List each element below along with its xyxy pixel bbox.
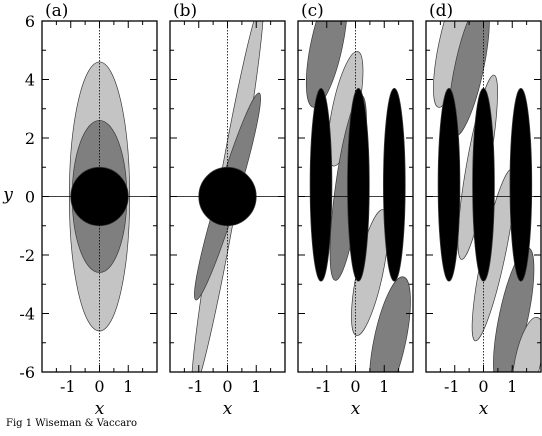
- x-tick-label: -1: [60, 377, 76, 396]
- panel-label: (a): [45, 1, 68, 21]
- y-tick-label: 6: [25, 12, 35, 31]
- x-axis-label: x: [223, 399, 233, 419]
- dark-ellipse: [309, 87, 333, 282]
- x-tick-label: -1: [316, 377, 332, 396]
- x-tick-label: 0: [350, 377, 360, 396]
- panel-c: -1 0 1x (c): [297, 1, 414, 419]
- x-tick-label: 0: [478, 377, 488, 396]
- panel-label: (c): [301, 1, 324, 21]
- x-tick-label: 0: [222, 377, 232, 396]
- ellipse-group: [433, 21, 541, 372]
- y-axis-label: y: [2, 185, 13, 205]
- x-tick-label: 1: [251, 377, 261, 396]
- x-tick-label: -1: [444, 377, 460, 396]
- y-tick-label: -4: [19, 305, 35, 324]
- y-tick-label: 0: [25, 188, 35, 207]
- y-tick-label: -6: [19, 363, 35, 382]
- panels-layer: -1 0 1x(a)-1 0 1x(b)-1 0 1x(c)-1 0 1x(d): [41, 1, 542, 419]
- panel-label: (b): [173, 1, 197, 21]
- mid-ellipse: [305, 21, 348, 108]
- ellipse-group: [305, 21, 411, 372]
- dark-ellipse: [509, 87, 533, 282]
- panel-label: (d): [429, 1, 453, 21]
- ellipse-group: [191, 21, 264, 372]
- mid-ellipse: [369, 276, 411, 372]
- x-tick-label: 1: [123, 377, 133, 396]
- dark-ellipse: [437, 87, 461, 282]
- panel-d: -1 0 1x (d): [425, 1, 542, 419]
- x-axis-label: x: [95, 399, 105, 419]
- x-axis-label: x: [351, 399, 361, 419]
- x-axis-label: x: [479, 399, 489, 419]
- y-tick-labels: 6 4 2 0 -2 -4 -6: [19, 12, 35, 382]
- panel-a: -1 0 1x (a): [41, 1, 158, 419]
- y-tick-label: 2: [25, 129, 35, 148]
- x-tick-label: 1: [507, 377, 517, 396]
- x-tick-label: 1: [379, 377, 389, 396]
- y-tick-label: -2: [19, 246, 35, 265]
- y-tick-label: 4: [25, 71, 35, 90]
- dark-ellipse: [383, 87, 406, 282]
- figure-caption: Fig 1 Wiseman & Vaccaro: [6, 418, 137, 429]
- x-tick-label: -1: [188, 377, 204, 396]
- panel-b: -1 0 1x (b): [169, 1, 286, 419]
- dark-ellipse: [347, 87, 370, 282]
- x-tick-label: 0: [94, 377, 104, 396]
